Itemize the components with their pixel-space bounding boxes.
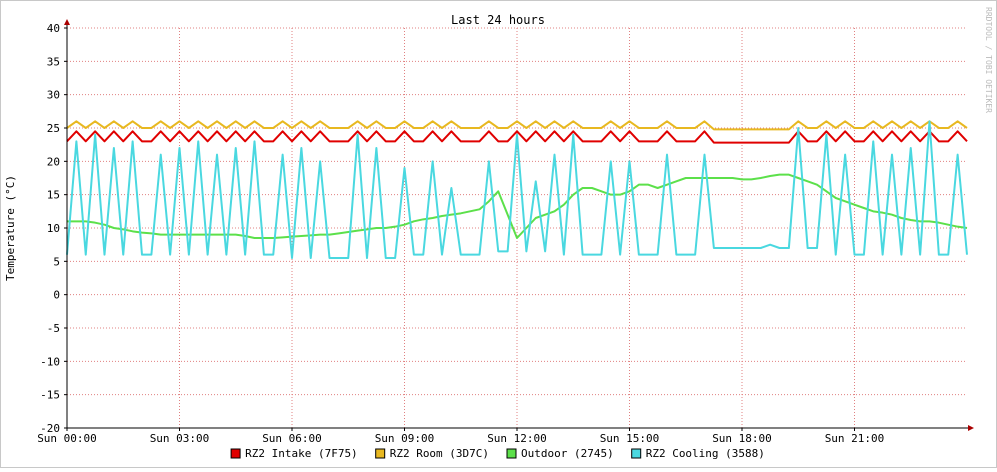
legend-label: RZ2 Cooling (3588) xyxy=(646,447,765,460)
legend-swatch xyxy=(375,448,386,459)
x-tick-label: Sun 18:00 xyxy=(712,432,772,445)
y-tick-label: 40 xyxy=(47,22,60,35)
legend-item: RZ2 Intake (7F75) xyxy=(230,447,358,460)
legend-swatch xyxy=(631,448,642,459)
chart-title: Last 24 hours xyxy=(451,13,545,27)
legend-label: Outdoor (2745) xyxy=(521,447,614,460)
x-axis-arrow xyxy=(968,425,974,431)
x-tick-label: Sun 15:00 xyxy=(600,432,660,445)
x-tick-label: Sun 21:00 xyxy=(825,432,885,445)
series-line xyxy=(66,120,968,259)
legend-label: RZ2 Room (3D7C) xyxy=(390,447,489,460)
y-tick-label: -10 xyxy=(40,355,60,368)
y-tick-label: 0 xyxy=(53,289,60,302)
y-axis-label: Temperature (°C) xyxy=(4,175,17,281)
legend-swatch xyxy=(506,448,517,459)
watermark: RRDTOOL / TOBI OETIKER xyxy=(984,7,993,113)
y-tick-label: 15 xyxy=(47,189,60,202)
y-tick-label: 35 xyxy=(47,55,60,68)
series-line xyxy=(67,173,968,239)
y-tick-label: 30 xyxy=(47,89,60,102)
x-tick-label: Sun 09:00 xyxy=(375,432,435,445)
y-tick-label: 20 xyxy=(47,155,60,168)
legend-label: RZ2 Intake (7F75) xyxy=(245,447,358,460)
legend-item: Outdoor (2745) xyxy=(506,447,614,460)
x-tick-label: Sun 03:00 xyxy=(150,432,210,445)
y-tick-label: 5 xyxy=(53,255,60,268)
x-tick-label: Sun 06:00 xyxy=(262,432,322,445)
legend-item: RZ2 Room (3D7C) xyxy=(375,447,489,460)
axes xyxy=(64,19,974,431)
y-tick-label: -5 xyxy=(47,322,60,335)
y-tick-label: -20 xyxy=(40,422,60,435)
legend: RZ2 Intake (7F75) RZ2 Room (3D7C) Outdoor … xyxy=(230,447,765,460)
series-line xyxy=(66,130,968,144)
legend-swatch xyxy=(230,448,241,459)
y-tick-label: 10 xyxy=(47,222,60,235)
legend-item: RZ2 Cooling (3588) xyxy=(631,447,765,460)
x-tick-label: Sun 00:00 xyxy=(37,432,97,445)
y-tick-label: 25 xyxy=(47,122,60,135)
y-tick-label: -15 xyxy=(40,389,60,402)
x-tick-label: Sun 12:00 xyxy=(487,432,547,445)
plot xyxy=(66,120,968,259)
series-line xyxy=(66,120,968,131)
y-axis-arrow xyxy=(64,19,70,25)
